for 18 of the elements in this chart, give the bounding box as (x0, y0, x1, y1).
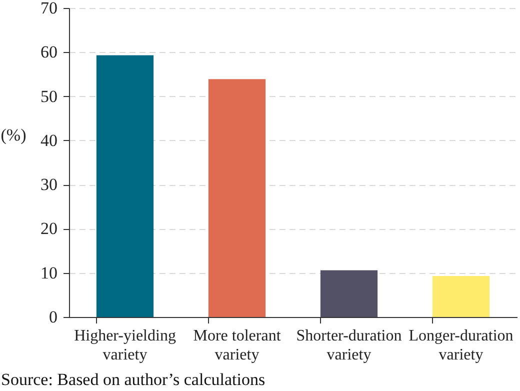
y-tick-label: 20 (40, 219, 58, 238)
source-note: Source: Based on author’s calculations (1, 370, 266, 389)
y-tick-label: 70 (40, 0, 58, 18)
x-tick-label: Longer-duration variety (408, 328, 514, 364)
x-tick-label: More tolerant variety (193, 328, 282, 364)
bar (320, 270, 378, 317)
x-tick-label: Higher-yielding variety (74, 328, 176, 364)
y-tick-label: 40 (40, 130, 58, 150)
y-tick-label: 30 (40, 175, 58, 194)
bar (208, 79, 266, 317)
y-tick-label: 60 (40, 42, 58, 62)
y-tick-label: 0 (49, 308, 58, 326)
y-tick-label: 10 (40, 263, 58, 282)
bar (432, 276, 490, 317)
y-axis-title: (%) (0, 125, 26, 144)
y-tick-label: 50 (40, 86, 58, 106)
bar (96, 55, 154, 317)
x-tick-label: Shorter-duration variety (296, 328, 402, 364)
